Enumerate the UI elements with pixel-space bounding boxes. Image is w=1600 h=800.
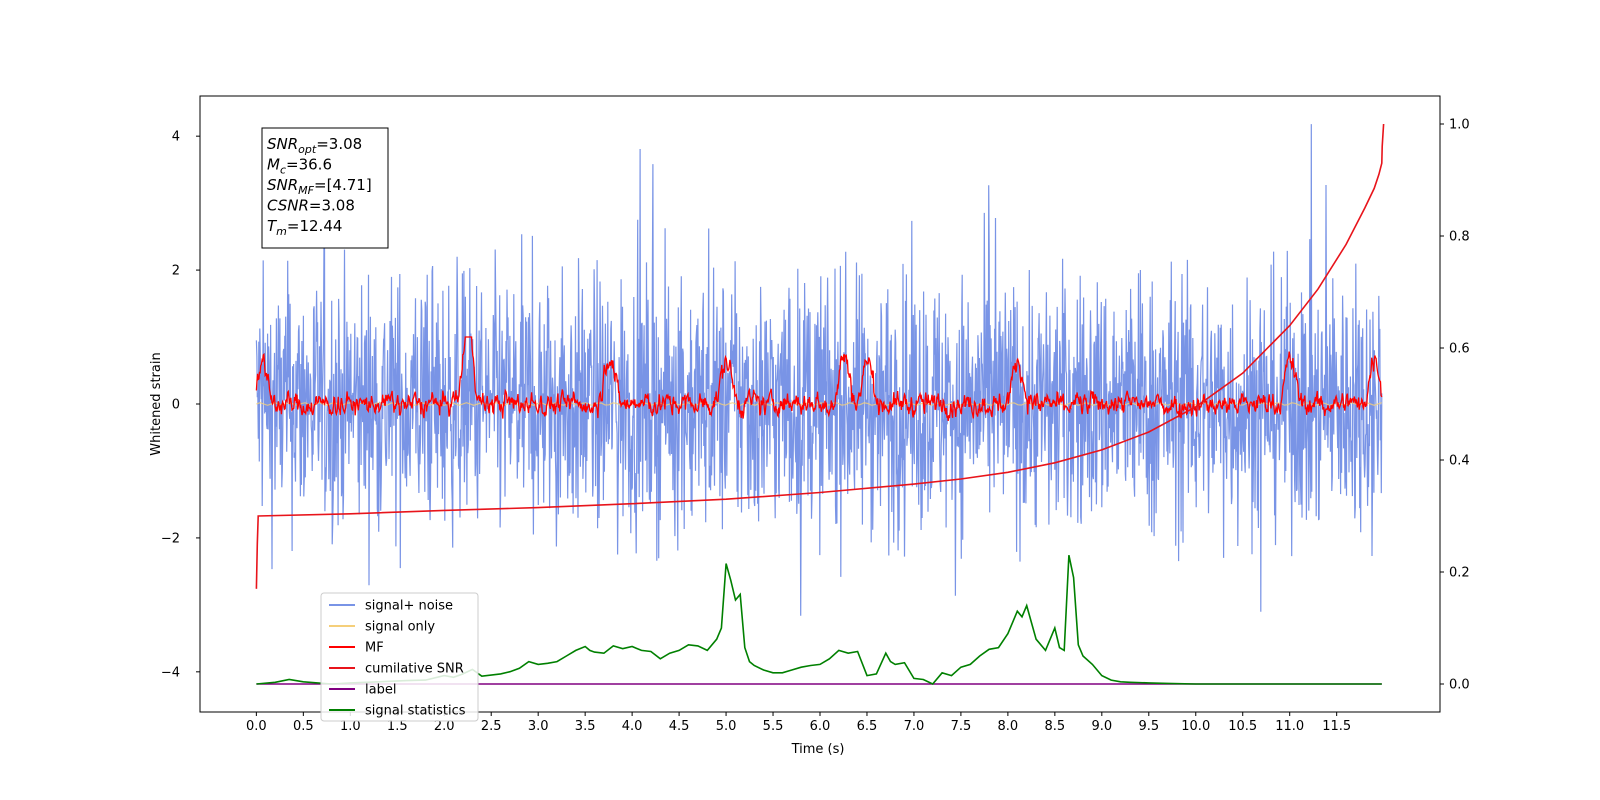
annotation-line: Mc=36.6 (267, 156, 332, 177)
y2-tick-label: 0.2 (1449, 566, 1470, 581)
y-axis-left: −4 −2 0 2 4 (161, 130, 200, 680)
x-axis-label: Time (s) (791, 742, 845, 757)
legend-label: MF (365, 641, 384, 656)
y2-tick-label: 0.0 (1449, 678, 1470, 693)
x-tick-label: 8.5 (1045, 719, 1066, 734)
plot-area (255, 123, 1385, 685)
annotation-line: CSNR=3.08 (267, 197, 355, 215)
x-tick-label: 3.5 (575, 719, 596, 734)
x-tick-label: 9.0 (1091, 719, 1112, 734)
legend-label: signal only (365, 620, 435, 635)
series-signal-noise (255, 124, 1383, 616)
x-tick-label: 9.5 (1138, 719, 1159, 734)
y-axis-right: 0.0 0.2 0.4 0.6 0.8 1.0 (1440, 118, 1470, 693)
annotation-line: Tm=12.44 (267, 217, 342, 238)
x-tick-label: 8.0 (998, 719, 1019, 734)
x-tick-label: 1.0 (340, 719, 361, 734)
series-signal-statistics (256, 555, 1382, 685)
y-tick-label: 0 (172, 398, 180, 413)
y2-tick-label: 0.6 (1449, 342, 1470, 357)
x-tick-label: 0.5 (293, 719, 314, 734)
y-tick-label: 4 (172, 130, 180, 145)
y-tick-label: −2 (161, 531, 180, 546)
x-tick-label: 5.0 (716, 719, 737, 734)
x-tick-label: 6.0 (810, 719, 831, 734)
y-axis-label: Whitened strain (149, 352, 164, 455)
y2-tick-label: 1.0 (1449, 118, 1470, 133)
x-tick-label: 2.5 (481, 719, 502, 734)
x-tick-label: 11.5 (1322, 719, 1351, 734)
x-tick-label: 1.5 (387, 719, 408, 734)
legend-label: cumilative SNR (365, 662, 464, 677)
x-tick-label: 11.0 (1275, 719, 1304, 734)
legend: signal+ noise signal only MF cumilative SNR… (320, 592, 479, 722)
x-tick-label: 0.0 (246, 719, 267, 734)
x-tick-label: 2.0 (434, 719, 455, 734)
x-tick-label: 10.0 (1181, 719, 1210, 734)
x-tick-label: 4.0 (622, 719, 643, 734)
x-tick-label: 7.5 (951, 719, 972, 734)
legend-label: signal statistics (365, 704, 466, 719)
annotation-frame (261, 127, 389, 249)
legend-label: label (365, 683, 396, 698)
series-cumulative-snr (255, 123, 1385, 589)
y2-tick-label: 0.8 (1449, 230, 1470, 245)
legend-label: signal+ noise (365, 599, 453, 614)
y2-tick-label: 0.4 (1449, 454, 1470, 469)
y-tick-label: −4 (161, 665, 180, 680)
x-tick-label: 4.5 (669, 719, 690, 734)
annotation-line: SNRopt=3.08 (267, 135, 362, 156)
x-axis: 0.0 0.5 1.0 1.5 2.0 2.5 3.0 3.5 4.0 4.5 5.0 5.5 6.0 6… (246, 712, 1351, 734)
x-tick-label: 7.0 (904, 719, 925, 734)
legend-frame (320, 592, 479, 722)
x-tick-label: 6.5 (857, 719, 878, 734)
x-tick-label: 10.5 (1228, 719, 1257, 734)
y-tick-label: 2 (172, 264, 180, 279)
x-tick-label: 5.5 (763, 719, 784, 734)
annotation-line: SNRMF=[4.71] (267, 176, 372, 197)
x-tick-label: 3.0 (528, 719, 549, 734)
